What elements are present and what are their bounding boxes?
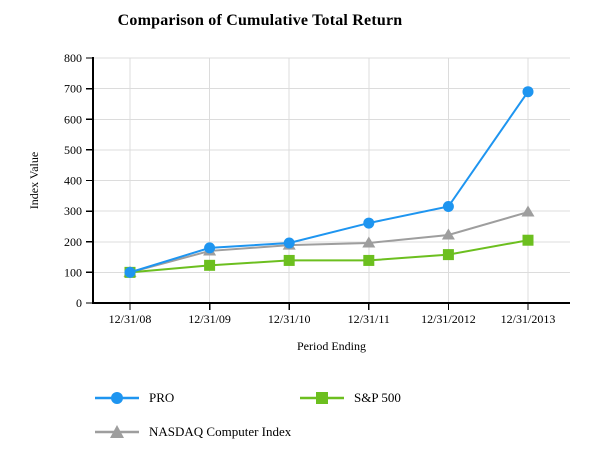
x-tick-label: 12/31/11 bbox=[348, 312, 390, 326]
x-tick-label: 12/31/08 bbox=[109, 312, 152, 326]
y-tick-label: 100 bbox=[64, 265, 82, 279]
y-tick-label: 600 bbox=[64, 112, 82, 126]
y-tick-label: 0 bbox=[76, 296, 82, 310]
nasdaq-legend-marker-icon bbox=[95, 425, 139, 438]
sp500-legend-marker-icon bbox=[300, 392, 344, 404]
legend-label-pro: PRO bbox=[149, 390, 175, 405]
series-nasdaq-computer-index bbox=[123, 205, 535, 277]
series-pro bbox=[124, 86, 534, 278]
legend-item-nasdaq: NASDAQ Computer Index bbox=[95, 422, 291, 442]
series-line-pro bbox=[129, 91, 529, 274]
series-s-p-500 bbox=[124, 234, 534, 278]
y-tick-label: 400 bbox=[64, 174, 82, 188]
y-tick-label: 300 bbox=[64, 204, 82, 218]
legend-item-pro: PRO bbox=[95, 388, 174, 408]
gridlines bbox=[93, 57, 570, 303]
chart-title: Comparison of Cumulative Total Return bbox=[117, 12, 403, 29]
series-line-nasdaq-computer-index bbox=[129, 211, 529, 274]
x-tick-labels: 12/31/08 12/31/09 12/31/10 12/31/11 12/31/20… bbox=[109, 312, 556, 326]
legend-label-nasdaq: NASDAQ Computer Index bbox=[149, 424, 292, 439]
x-axis-title: Period Ending bbox=[297, 339, 366, 353]
y-tick-label: 500 bbox=[64, 143, 82, 157]
y-tick-label: 700 bbox=[64, 82, 82, 96]
axis-ticks bbox=[86, 57, 529, 310]
y-tick-labels: 0 100 200 300 400 500 600 700 800 bbox=[64, 51, 82, 310]
x-tick-label: 12/31/2013 bbox=[501, 312, 556, 326]
series-line-s-p-500 bbox=[129, 239, 529, 274]
y-axis-title: Index Value bbox=[27, 152, 41, 209]
y-tick-label: 200 bbox=[64, 235, 82, 249]
legend-label-sp500: S&P 500 bbox=[354, 390, 401, 405]
x-tick-label: 12/31/09 bbox=[188, 312, 231, 326]
x-tick-label: 12/31/2012 bbox=[421, 312, 476, 326]
pro-legend-marker-icon bbox=[95, 392, 139, 404]
x-tick-label: 12/31/10 bbox=[268, 312, 311, 326]
y-tick-label: 800 bbox=[64, 51, 82, 65]
legend-item-sp500: S&P 500 bbox=[300, 388, 401, 408]
